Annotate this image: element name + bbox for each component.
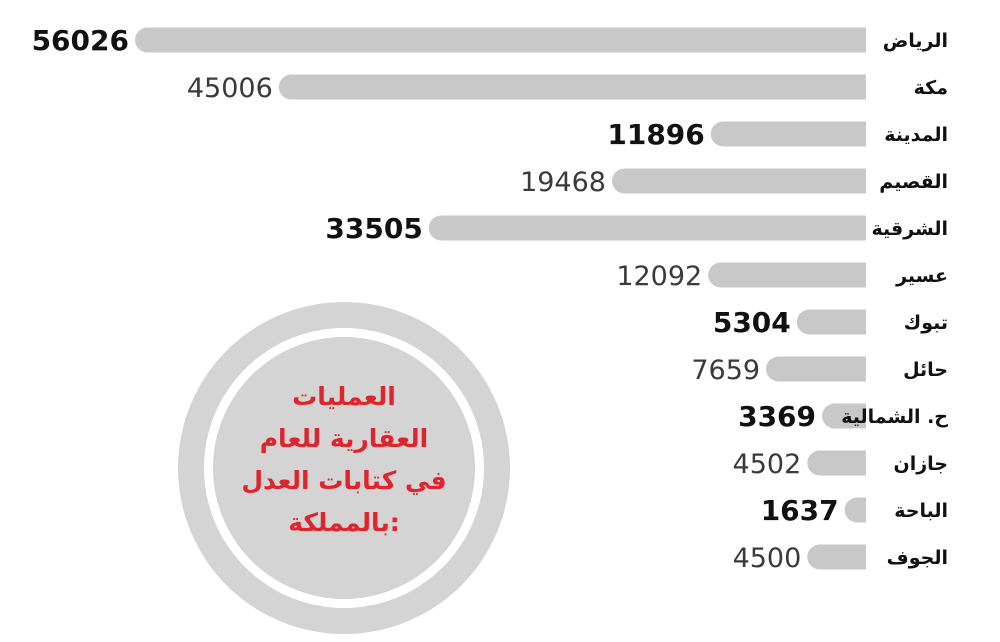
bar <box>822 403 878 429</box>
value-label: 11896 <box>607 118 704 151</box>
category-label: المدينة <box>884 124 948 146</box>
bar <box>807 450 878 476</box>
bar-edge-mask <box>866 261 880 289</box>
value-label: 33505 <box>325 212 422 245</box>
value-label: 45006 <box>187 73 273 104</box>
note-badge: العمليات العقارية للعام في كتابات العدل … <box>178 302 510 634</box>
bar <box>807 544 878 570</box>
bar <box>710 121 878 147</box>
value-label: 7659 <box>691 355 760 386</box>
value-label: 56026 <box>32 24 129 57</box>
note-line: في كتابات العدل <box>241 466 446 495</box>
bar-edge-mask <box>866 120 880 148</box>
category-label: الرياض <box>883 30 948 52</box>
note-line: بالمملكة: <box>288 508 400 537</box>
category-label: ح. الشمالية <box>841 406 948 428</box>
bar-edge-mask <box>866 355 880 383</box>
value-label: 12092 <box>616 261 702 292</box>
bar-edge-mask <box>866 402 880 430</box>
bar <box>278 74 879 100</box>
bar <box>611 168 878 194</box>
bar-edge-mask <box>866 26 880 54</box>
category-label: عسير <box>895 265 948 287</box>
bar <box>766 356 878 382</box>
bar-edge-mask <box>866 449 880 477</box>
bar <box>135 27 878 53</box>
category-label: القصيم <box>879 171 948 193</box>
category-label: حائل <box>903 359 948 381</box>
bar <box>796 309 878 335</box>
bar <box>428 215 878 241</box>
note-line: العقارية للعام <box>260 424 429 453</box>
value-label: 3369 <box>738 400 816 433</box>
category-label: الباحة <box>894 500 948 522</box>
category-label: جازان <box>894 453 949 475</box>
note-line: العمليات <box>292 382 396 411</box>
bar-edge-mask <box>866 496 880 524</box>
value-label: 4502 <box>733 449 802 480</box>
bars-group: 56026 الرياض 45006 مكة 11896 المدينة 19468 القص… <box>32 24 949 574</box>
category-label: تبوك <box>904 312 948 334</box>
bar-edge-mask <box>866 308 880 336</box>
bar-edge-mask <box>866 214 880 242</box>
value-label: 19468 <box>520 167 606 198</box>
bar-edge-mask <box>866 73 880 101</box>
value-label: 1637 <box>761 494 839 527</box>
value-label: 5304 <box>713 306 791 339</box>
note-circle-inner <box>213 337 475 599</box>
bar-edge-mask <box>866 543 880 571</box>
category-label: مكة <box>914 77 948 99</box>
category-label: الشرقية <box>871 218 948 240</box>
bar-edge-mask <box>866 167 880 195</box>
category-label: الجوف <box>887 547 948 569</box>
value-label: 4500 <box>733 543 802 574</box>
bar <box>708 262 878 288</box>
